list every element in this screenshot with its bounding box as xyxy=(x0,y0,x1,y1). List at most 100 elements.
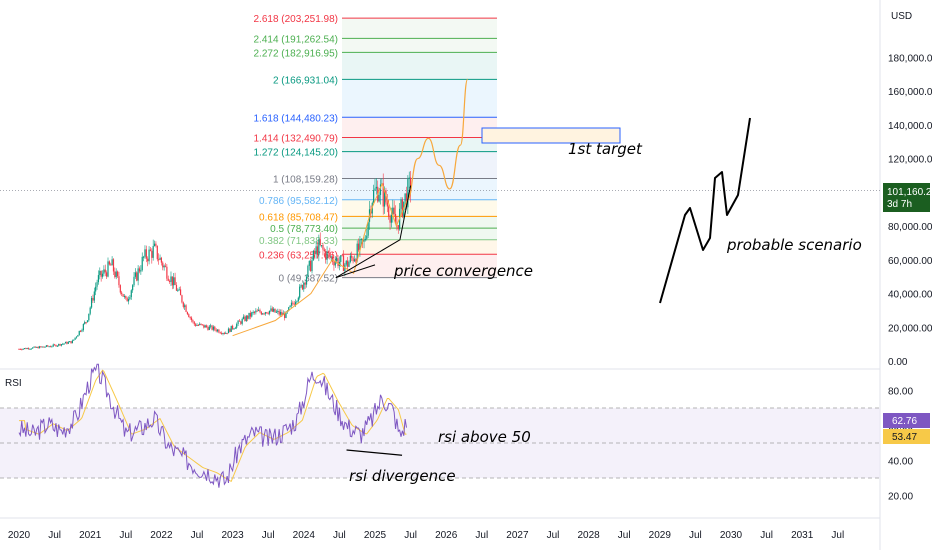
candle-body xyxy=(323,249,325,252)
candle-body xyxy=(292,302,294,304)
candle-body xyxy=(244,316,246,321)
time-tick-label: Jul xyxy=(547,530,560,541)
fib-level-label: 0.382 (71,838.33) xyxy=(259,236,338,247)
candle-body xyxy=(226,332,228,334)
candle-body xyxy=(342,255,345,271)
candle-body xyxy=(211,325,213,330)
candle-body xyxy=(248,312,250,319)
candle-body xyxy=(93,291,95,301)
axes: 180,000.00 160,000.00 140,000.00 120,000.00… xyxy=(8,53,932,541)
candle-body xyxy=(318,239,320,255)
candle-body xyxy=(340,255,342,262)
time-tick-label: Jul xyxy=(831,530,844,541)
candle-body xyxy=(36,346,38,348)
candle-body xyxy=(256,310,258,312)
candle-body xyxy=(357,243,360,251)
candle-body xyxy=(107,261,109,277)
candle-body xyxy=(106,272,108,277)
candle-body xyxy=(329,252,331,257)
candle-body xyxy=(151,250,153,258)
candle-body xyxy=(59,343,61,346)
fib-band xyxy=(342,199,497,217)
candle-body xyxy=(132,285,134,291)
candle-body xyxy=(404,193,406,202)
convergence-trendline-2 xyxy=(335,264,376,279)
candle-body xyxy=(386,202,388,207)
candle-body xyxy=(116,271,119,277)
candle-body xyxy=(322,245,324,250)
candle-body xyxy=(259,309,261,313)
price-tick-label: 80,000.00 xyxy=(888,222,932,233)
candle-body xyxy=(267,313,269,315)
candle-body xyxy=(103,269,105,274)
candle-body xyxy=(273,308,275,312)
candle-body xyxy=(18,348,20,350)
candle-body xyxy=(167,278,169,281)
candle-body xyxy=(74,337,76,340)
candle-body xyxy=(133,276,135,286)
candle-body xyxy=(177,289,179,291)
currency-label: USD xyxy=(891,11,912,22)
candle-body xyxy=(21,349,23,351)
candle-body xyxy=(331,256,334,262)
fib-band xyxy=(342,239,497,255)
candle-body xyxy=(67,342,69,344)
rsi-band-fill xyxy=(0,408,880,478)
candle-body xyxy=(56,345,58,347)
candle-body xyxy=(222,333,224,335)
candle-body xyxy=(218,329,220,333)
candle-body xyxy=(301,285,304,290)
fib-level-label: 2.618 (203,251.98) xyxy=(253,14,338,25)
candle-body xyxy=(242,316,245,319)
last-price-badge xyxy=(883,183,930,212)
candle-body xyxy=(348,261,350,267)
candle-body xyxy=(85,322,87,324)
candle-body xyxy=(225,332,227,334)
candle-body xyxy=(196,324,198,326)
candle-body xyxy=(122,294,124,297)
candle-body xyxy=(174,277,176,285)
candle-body xyxy=(19,348,21,350)
candle-body xyxy=(285,311,287,319)
candle-body xyxy=(378,194,380,202)
candle-body xyxy=(237,320,239,325)
candle-body xyxy=(238,320,241,322)
candle-body xyxy=(337,258,339,267)
time-tick-label: Jul xyxy=(119,530,132,541)
candle-body xyxy=(288,307,290,311)
candle-body xyxy=(193,321,195,325)
candle-body xyxy=(96,282,98,287)
candle-body xyxy=(349,255,351,262)
candle-body xyxy=(353,259,356,262)
candle-body xyxy=(210,325,212,327)
fib-band xyxy=(342,79,497,118)
candle-body xyxy=(230,325,232,332)
candle-body xyxy=(312,250,314,260)
price-candles xyxy=(18,171,412,351)
fib-level-label: 0 (49,387.52) xyxy=(279,274,339,285)
candle-body xyxy=(147,258,149,262)
candle-body xyxy=(129,297,131,300)
candle-body xyxy=(86,320,89,323)
fib-band xyxy=(342,117,497,138)
candle-body xyxy=(207,327,209,330)
candle-body xyxy=(181,295,183,303)
candle-body xyxy=(300,285,302,287)
time-tick-label: 2029 xyxy=(649,530,672,541)
candle-body xyxy=(111,259,113,266)
candle-body xyxy=(304,282,306,285)
candle-body xyxy=(260,312,262,315)
candle-body xyxy=(173,277,175,286)
candle-body xyxy=(203,324,205,328)
fib-level-label: 1 (108,159.28) xyxy=(273,175,338,186)
candle-body xyxy=(160,257,162,263)
candle-body xyxy=(75,336,78,338)
candle-body xyxy=(232,325,234,329)
rsi-title: RSI xyxy=(5,378,22,389)
rsi-pane xyxy=(0,363,880,488)
candle-body xyxy=(130,290,132,298)
candle-body xyxy=(311,259,313,272)
candle-body xyxy=(166,266,168,279)
candle-body xyxy=(341,255,343,257)
candle-body xyxy=(123,295,126,297)
